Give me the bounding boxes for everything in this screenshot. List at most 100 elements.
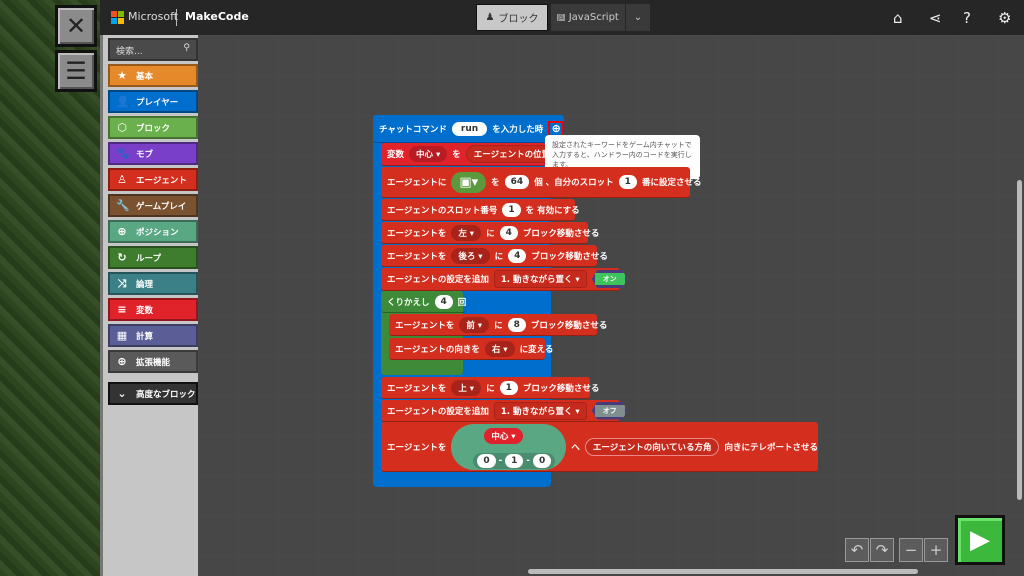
category-8[interactable]: ⤨ 論理: [108, 272, 198, 295]
category-icon: ▦: [116, 329, 128, 342]
agent-select-slot-block[interactable]: エージェントのスロット番号 1 を 有効にする: [381, 199, 580, 221]
agent-move-block[interactable]: エージェントを 後ろ ▾ に 4 ブロック移動させる: [381, 245, 608, 267]
set-variable-block[interactable]: 変数 中心 ▾ をエージェントの位置: [381, 143, 559, 166]
agent-teleport-block[interactable]: エージェントを 中心 ▾ 0- 1- 0 へ エージェントの向いている方角 向き…: [381, 422, 818, 472]
tab-blocks[interactable]: ♟ ブロック: [476, 4, 548, 31]
agent-facing-block[interactable]: エージェントの向いている方角: [584, 437, 720, 456]
category-label: ブロック: [136, 123, 171, 134]
category-label: ポジション: [136, 227, 179, 238]
toggle-off[interactable]: オフ: [591, 401, 628, 420]
agent-turn-block[interactable]: エージェントの向きを右 ▾ に変える: [389, 338, 553, 360]
turn-dropdown[interactable]: 右 ▾: [484, 340, 515, 357]
category-6[interactable]: ⊕ ポジション: [108, 220, 198, 243]
category-11[interactable]: ⊕ 拡張機能: [108, 350, 198, 373]
y-input[interactable]: 1: [505, 453, 524, 468]
category-1[interactable]: 👤 プレイヤー: [108, 90, 198, 113]
js-icon: JS: [557, 14, 565, 21]
category-7[interactable]: ↻ ループ: [108, 246, 198, 269]
advanced-blocks-button[interactable]: ⌄ 高度なブロック: [108, 382, 198, 405]
variable-dropdown[interactable]: 中心 ▾: [484, 427, 523, 444]
toolbox: 検索... ⚲ ★ 基本 👤 プレイヤー ⬡ ブロック 🐾 モブ ♙ エージェント 🔧 ゲームプレイ ⊕ ポ…: [100, 35, 198, 576]
category-label: 拡張機能: [136, 357, 171, 368]
setting-dropdown[interactable]: 1. 動きながら置く ▾: [493, 270, 587, 288]
direction-dropdown[interactable]: 前 ▾: [459, 316, 490, 333]
agent-move-block[interactable]: エージェントを左 ▾ に 4 ブロック移動させる: [381, 222, 599, 244]
agent-set-assist-block[interactable]: エージェントの設定を追加 1. 動きながら置く ▾ オン: [381, 268, 628, 291]
direction-dropdown[interactable]: 上 ▾: [451, 379, 482, 396]
brand: Microsoft: [128, 10, 179, 23]
agent-set-assist-block[interactable]: エージェントの設定を追加 1. 動きながら置く ▾ オフ: [381, 400, 628, 422]
category-10[interactable]: ▦ 計算: [108, 324, 198, 347]
horizontal-scrollbar[interactable]: [528, 569, 918, 574]
chevron-down-icon[interactable]: ⌄: [626, 4, 650, 31]
category-4[interactable]: ♙ エージェント: [108, 168, 198, 191]
category-2[interactable]: ⬡ ブロック: [108, 116, 198, 139]
agent-move-block[interactable]: エージェントを上 ▾ に 1 ブロック移動させる: [381, 377, 599, 399]
workspace[interactable]: [198, 35, 1024, 576]
category-icon: ⊕: [117, 355, 127, 368]
slot-input[interactable]: 1: [618, 175, 637, 189]
category-icon: ⊕: [117, 225, 127, 238]
variable-dropdown[interactable]: 中心 ▾: [409, 146, 448, 162]
setting-dropdown[interactable]: 1. 動きながら置く ▾: [493, 401, 587, 420]
category-label: 基本: [136, 71, 154, 82]
microsoft-logo-icon: [111, 11, 124, 24]
direction-dropdown[interactable]: 後ろ ▾: [451, 247, 490, 264]
x-input[interactable]: 0: [477, 453, 496, 468]
distance-input[interactable]: 4: [499, 225, 518, 240]
category-label: ループ: [136, 253, 161, 264]
category-icon: ⬡: [117, 121, 127, 134]
count-input[interactable]: 64: [504, 175, 530, 189]
block-picker[interactable]: ▣▾: [451, 171, 487, 193]
command-input[interactable]: run: [451, 121, 488, 136]
game-background: [0, 0, 100, 576]
category-label: 変数: [136, 305, 154, 316]
undo-icon[interactable]: ↶: [845, 538, 869, 562]
distance-input[interactable]: 4: [508, 248, 527, 263]
category-icon: ♙: [117, 173, 127, 186]
category-0[interactable]: ★ 基本: [108, 64, 198, 87]
category-icon: ★: [117, 69, 127, 82]
search-input[interactable]: 検索... ⚲: [108, 38, 198, 61]
toggle-on[interactable]: オン: [591, 270, 628, 288]
share-icon[interactable]: ⋖: [929, 9, 942, 27]
redo-icon[interactable]: ↷: [870, 538, 894, 562]
category-label: 計算: [136, 331, 154, 342]
zoom-in-icon[interactable]: +: [924, 538, 948, 562]
category-9[interactable]: ≡ 変数: [108, 298, 198, 321]
zoom-out-icon[interactable]: −: [899, 538, 923, 562]
close-icon[interactable]: ✕: [55, 5, 97, 47]
chat-command-header[interactable]: チャットコマンド run を入力した時 ⊕: [373, 115, 565, 143]
puzzle-icon: ♟: [485, 12, 495, 23]
category-3[interactable]: 🐾 モブ: [108, 142, 198, 165]
search-icon: ⚲: [183, 43, 190, 53]
category-5[interactable]: 🔧 ゲームプレイ: [108, 194, 198, 217]
category-icon: 👤: [116, 95, 130, 108]
category-icon: ↻: [117, 251, 127, 264]
repeat-header[interactable]: くりかえし 4 回: [381, 291, 467, 313]
agent-move-block[interactable]: エージェントを前 ▾ に 8 ブロック移動させる: [389, 314, 607, 336]
tab-javascript[interactable]: JS JavaScript: [551, 4, 625, 31]
run-button[interactable]: ▶: [955, 515, 1005, 565]
distance-input[interactable]: 1: [499, 380, 518, 395]
play-icon: ▶: [970, 525, 990, 555]
help-icon[interactable]: ?: [963, 9, 971, 27]
home-icon[interactable]: ⌂: [893, 9, 903, 27]
category-label: プレイヤー: [136, 97, 179, 108]
divider: [176, 9, 177, 26]
menu-icon[interactable]: ☰: [55, 50, 97, 92]
direction-dropdown[interactable]: 左 ▾: [451, 224, 482, 241]
vertical-scrollbar[interactable]: [1017, 180, 1022, 500]
distance-input[interactable]: 8: [507, 317, 526, 332]
settings-icon[interactable]: ⚙: [998, 9, 1012, 27]
category-label: モブ: [136, 149, 154, 160]
slot-input[interactable]: 1: [502, 202, 521, 217]
agent-set-item-block[interactable]: エージェントに ▣▾ を 64 個 、自分のスロット 1 番に設定させる: [381, 167, 701, 198]
header: Microsoft MakeCode ♟ ブロック JS JavaScript ⌄ …: [100, 0, 1024, 35]
category-icon: ≡: [117, 303, 127, 316]
product-name[interactable]: MakeCode: [185, 10, 249, 23]
position-offset-block[interactable]: 中心 ▾ 0- 1- 0: [451, 423, 567, 470]
z-input[interactable]: 0: [532, 453, 552, 468]
repeat-count-input[interactable]: 4: [434, 294, 453, 309]
category-icon: 🐾: [116, 147, 130, 160]
